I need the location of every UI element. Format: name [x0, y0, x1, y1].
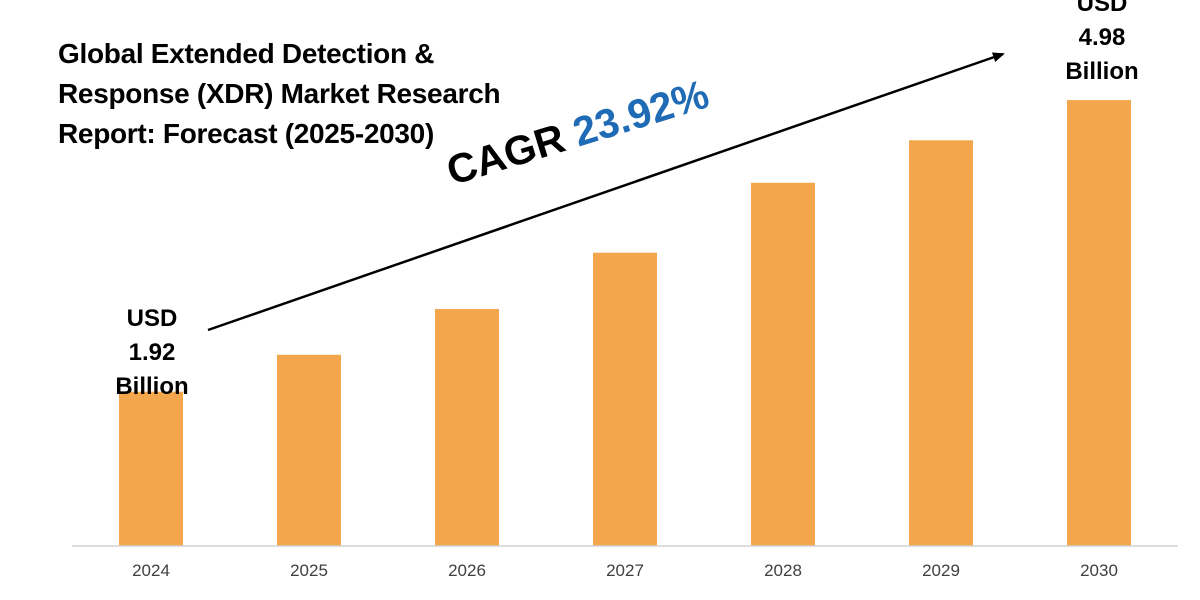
chart-title-line: Response (XDR) Market Research: [58, 78, 501, 109]
end-value-callout: USD 4.98 Billion: [1047, 0, 1157, 89]
bar-2030: [1067, 100, 1131, 546]
bar-2025: [277, 354, 341, 546]
x-tick-label: 2030: [1080, 561, 1118, 580]
x-tick-labels: 2024 2025 2026 2027 2028 2029 2030: [132, 561, 1118, 580]
bar-2028: [751, 182, 815, 547]
bars-group: [119, 100, 1131, 547]
x-tick-label: 2028: [764, 561, 802, 580]
callout-value: 4.98: [1078, 24, 1126, 51]
callout-unit: Billion: [1065, 58, 1139, 85]
x-tick-label: 2024: [132, 561, 170, 580]
callout-unit: Billion: [115, 373, 189, 400]
bar-2027: [593, 252, 657, 546]
chart-title-line: Global Extended Detection &: [58, 38, 435, 69]
chart-title: Global Extended Detection & Response (XD…: [58, 34, 528, 154]
bar-2029: [909, 140, 973, 547]
x-tick-label: 2025: [290, 561, 328, 580]
callout-value: 1.92: [128, 339, 176, 366]
bar-2026: [435, 309, 499, 546]
growth-arrow: [207, 52, 1005, 332]
x-tick-label: 2029: [922, 561, 960, 580]
callout-currency: USD: [1076, 0, 1128, 17]
chart-title-line: Report: Forecast (2025-2030): [58, 118, 434, 149]
x-tick-label: 2026: [448, 561, 486, 580]
callout-currency: USD: [126, 305, 178, 332]
x-tick-label: 2027: [606, 561, 644, 580]
start-value-callout: USD 1.92 Billion: [97, 302, 207, 404]
bar-2024: [119, 391, 183, 546]
